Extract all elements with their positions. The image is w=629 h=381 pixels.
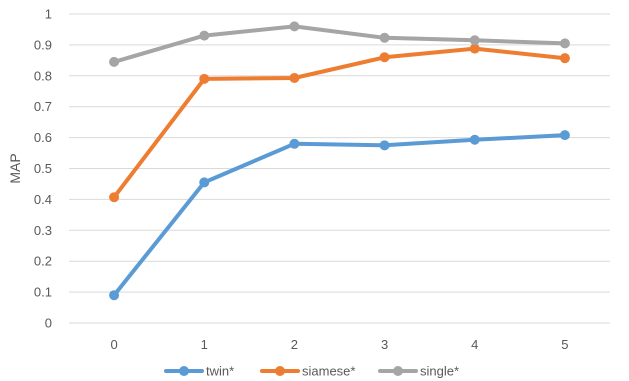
data-point <box>379 32 390 43</box>
data-point <box>109 192 120 203</box>
x-tick-label: 5 <box>561 337 568 352</box>
y-tick-label: 0.6 <box>34 130 52 145</box>
data-point <box>469 35 480 46</box>
x-tick-label: 2 <box>291 337 298 352</box>
data-point <box>289 21 300 32</box>
legend-swatch-marker <box>179 366 189 376</box>
y-tick-label: 0.7 <box>34 99 52 114</box>
series-line <box>112 24 567 64</box>
x-tick-label: 4 <box>471 337 478 352</box>
y-tick-label: 0.9 <box>34 37 52 52</box>
legend-label: twin* <box>206 364 234 379</box>
data-point <box>109 56 120 67</box>
x-tick-label: 1 <box>201 337 208 352</box>
y-tick-label: 0 <box>45 316 52 331</box>
legend-label: siamese* <box>302 364 355 379</box>
gridlines <box>69 13 610 324</box>
y-axis-ticks: 0 0.1 0.2 0.3 0.4 0.5 0.6 0.7 0.8 0.9 1 <box>34 7 52 331</box>
y-tick-label: 0.2 <box>34 254 52 269</box>
data-point <box>469 134 480 145</box>
y-tick-label: 0.1 <box>34 285 52 300</box>
data-point <box>199 73 210 84</box>
data-point <box>289 72 300 83</box>
x-tick-label: 3 <box>381 337 388 352</box>
data-point <box>559 53 570 64</box>
y-tick-label: 1 <box>45 7 52 22</box>
data-point <box>109 290 120 301</box>
series-group <box>109 21 570 301</box>
x-tick-label: 0 <box>110 337 117 352</box>
series-1 <box>109 43 570 203</box>
x-axis-ticks: 0 1 2 3 4 5 <box>110 337 568 352</box>
series-0 <box>109 130 570 301</box>
data-point <box>379 52 390 63</box>
data-point <box>199 30 210 41</box>
y-tick-label: 0.8 <box>34 68 52 83</box>
legend: twin* siamese* single* <box>164 364 459 379</box>
y-tick-label: 0.4 <box>34 192 52 207</box>
legend-item: twin* <box>164 364 234 379</box>
data-point <box>469 43 480 54</box>
legend-swatch-marker <box>393 366 403 376</box>
legend-item: siamese* <box>260 364 355 379</box>
series-line <box>112 46 567 200</box>
legend-label: single* <box>420 364 459 379</box>
y-axis-title: MAP <box>7 153 23 183</box>
series-line <box>112 133 567 298</box>
data-point <box>559 38 570 49</box>
y-tick-label: 0.5 <box>34 161 52 176</box>
data-point <box>289 138 300 149</box>
legend-item: single* <box>378 364 459 379</box>
series-2 <box>109 21 570 67</box>
y-tick-label: 0.3 <box>34 223 52 238</box>
legend-swatch-marker <box>275 366 285 376</box>
data-point <box>199 177 210 188</box>
data-point <box>379 140 390 151</box>
data-point <box>559 130 570 141</box>
